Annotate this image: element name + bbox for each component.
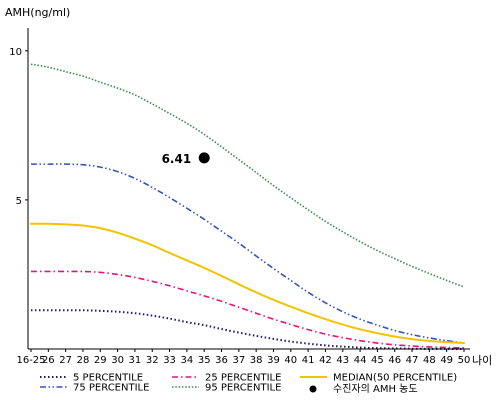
series-line-1 [31, 270, 465, 349]
series-line-2 [31, 163, 465, 344]
x-tick-label: 28 [77, 355, 90, 366]
y-axis-label: AMH(ng/ml) [5, 6, 70, 19]
patient-amh-value-label: 6.41 [162, 152, 192, 166]
series-line-0 [30, 309, 465, 350]
x-tick-label: 39 [267, 355, 280, 366]
legend-label-4: MEDIAN(50 PERCENTILE) [333, 373, 457, 384]
x-tick-label: 38 [250, 355, 263, 366]
legend: 5 PERCENTILE 25 PERCENTILE MEDIAN(50 PERCE… [40, 373, 457, 395]
x-tick-label: 41 [302, 355, 315, 366]
legend-point-marker [309, 385, 317, 393]
legend-label-0: 5 PERCENTILE [73, 373, 143, 384]
x-tick-label: 33 [163, 355, 176, 366]
x-tick-label: 50 [458, 355, 471, 366]
series-line-3 [30, 63, 465, 288]
x-tick-label: 49 [440, 355, 453, 366]
x-tick-label: 16-25 [16, 355, 45, 366]
y-tick-label: 10 [9, 47, 22, 58]
x-tick-label: 26 [42, 355, 55, 366]
x-axis-label: 나이 [472, 354, 492, 367]
x-tick-label: 40 [284, 355, 297, 366]
x-tick-label: 30 [111, 355, 124, 366]
x-tick-label: 31 [129, 355, 142, 366]
legend-point-label: 수진자의 AMH 농도 [333, 383, 418, 395]
series-line-4 [30, 222, 465, 345]
x-tick-label: 46 [388, 355, 401, 366]
patient-amh-point [198, 152, 210, 164]
legend-label-2: 75 PERCENTILE [73, 383, 149, 394]
x-tick-label: 42 [319, 355, 332, 366]
x-tick-label: 36 [215, 355, 228, 366]
x-tick-label: 37 [232, 355, 245, 366]
plot-area: 6.41 [30, 63, 465, 350]
legend-label-3: 95 PERCENTILE [205, 383, 281, 394]
x-tick-label: 43 [336, 355, 349, 366]
x-tick-label: 48 [423, 355, 436, 366]
x-tick-label: 45 [371, 355, 384, 366]
y-tick-label: 5 [16, 196, 22, 207]
x-tick-label: 47 [406, 355, 419, 366]
x-tick-label: 34 [181, 355, 194, 366]
x-tick-label: 44 [354, 355, 367, 366]
x-tick-label: 27 [59, 355, 72, 366]
legend-label-1: 25 PERCENTILE [205, 373, 281, 384]
x-tick-label: 32 [146, 355, 159, 366]
x-tick-label: 29 [94, 355, 107, 366]
x-tick-label: 35 [198, 355, 211, 366]
